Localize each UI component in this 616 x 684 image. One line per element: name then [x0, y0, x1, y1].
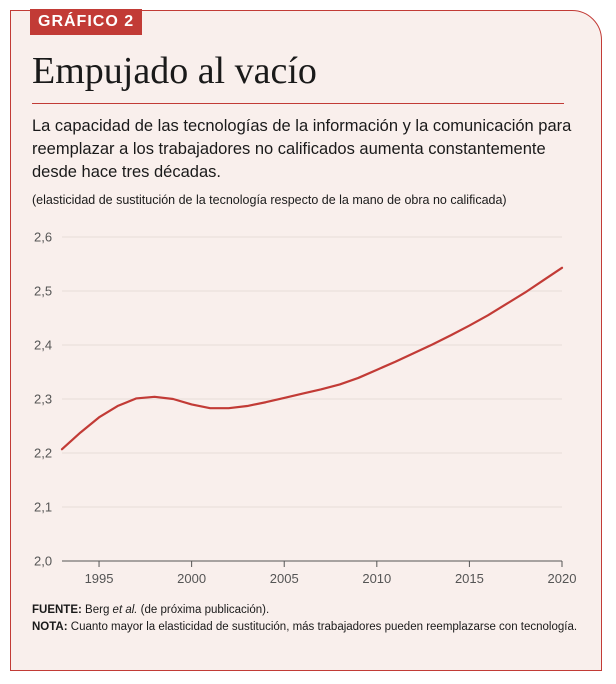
x-tick-label: 2000 [177, 571, 206, 586]
note-line: NOTA: Cuanto mayor la elasticidad de sus… [32, 619, 592, 636]
axes [62, 560, 563, 567]
y-axis-description: (elasticidad de sustitución de la tecnol… [32, 193, 507, 207]
y-tick-label: 2,5 [34, 284, 52, 299]
y-tick-label: 2,0 [34, 554, 52, 569]
series [60, 266, 564, 451]
y-tick-label: 2,6 [34, 230, 52, 245]
x-tick-label: 2005 [270, 571, 299, 586]
x-tick-label: 2020 [548, 571, 577, 586]
y-tick-label: 2,4 [34, 338, 52, 353]
series-line [60, 266, 564, 451]
chart-title: Empujado al vacío [32, 50, 317, 92]
y-tick-label: 2,2 [34, 446, 52, 461]
chart-subtitle: La capacidad de las tecnologías de la in… [32, 117, 572, 181]
source-text: Berg et al. (de próxima publicación). [85, 604, 270, 616]
y-tick-label: 2,3 [34, 392, 52, 407]
source-label: FUENTE: [32, 604, 82, 616]
title-divider [32, 103, 564, 104]
source-line: FUENTE: Berg et al. (de próxima publicac… [32, 602, 592, 619]
note-label: NOTA: [32, 621, 68, 633]
x-tick-label: 2015 [455, 571, 484, 586]
chart-footer: FUENTE: Berg et al. (de próxima publicac… [32, 602, 592, 636]
tick-labels: 2,0 2,1 2,2 2,3 2,4 2,5 2,6 1995 2000 2005 2010 201… [34, 230, 576, 587]
x-tick-label: 2010 [362, 571, 391, 586]
chart-number-tag: GRÁFICO 2 [30, 9, 143, 35]
y-tick-label: 2,1 [34, 500, 52, 515]
x-tick-label: 1995 [85, 571, 114, 586]
gridlines [62, 236, 562, 508]
note-text: Cuanto mayor la elasticidad de sustituci… [70, 621, 578, 633]
